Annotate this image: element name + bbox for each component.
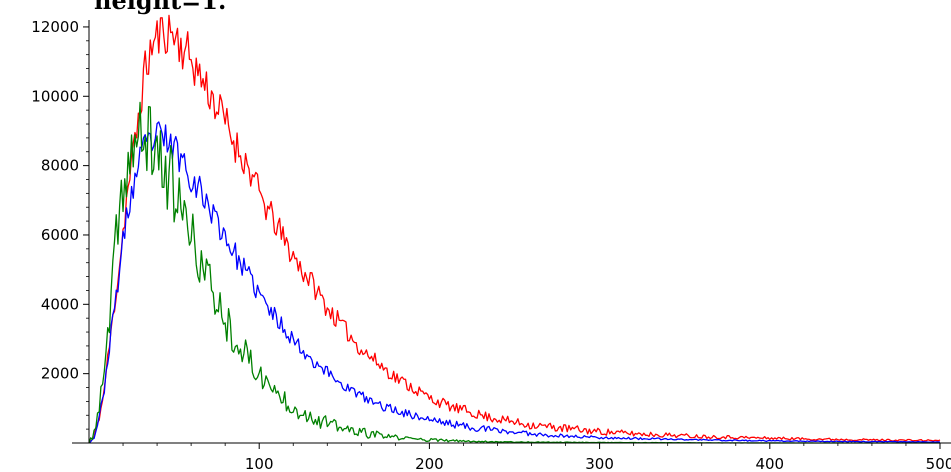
y-tick-label: 2000	[41, 365, 79, 383]
series-line-1	[88, 14, 941, 444]
y-tick-label: 6000	[41, 226, 79, 244]
series-layer	[88, 14, 941, 444]
y-tick-label: 10000	[31, 87, 79, 105]
y-ticks: 2000 4000 6000 8000 10000 12000	[31, 18, 89, 430]
caption-fragment: height=1.	[94, 0, 227, 15]
y-tick-label: 4000	[41, 295, 79, 313]
x-tick-label: 400	[755, 455, 784, 472]
series-line-2	[88, 121, 941, 444]
x-tick-label: 300	[585, 455, 614, 472]
x-tick-label: 100	[245, 455, 274, 472]
axes-layer	[72, 20, 951, 444]
x-tick-label: 500	[926, 455, 951, 472]
x-tick-label: 200	[415, 455, 444, 472]
y-tick-label: 8000	[41, 157, 79, 175]
y-tick-label: 12000	[31, 18, 79, 36]
series-line-3	[88, 101, 940, 444]
x-ticks: 100 200 300 400 500	[122, 443, 951, 472]
